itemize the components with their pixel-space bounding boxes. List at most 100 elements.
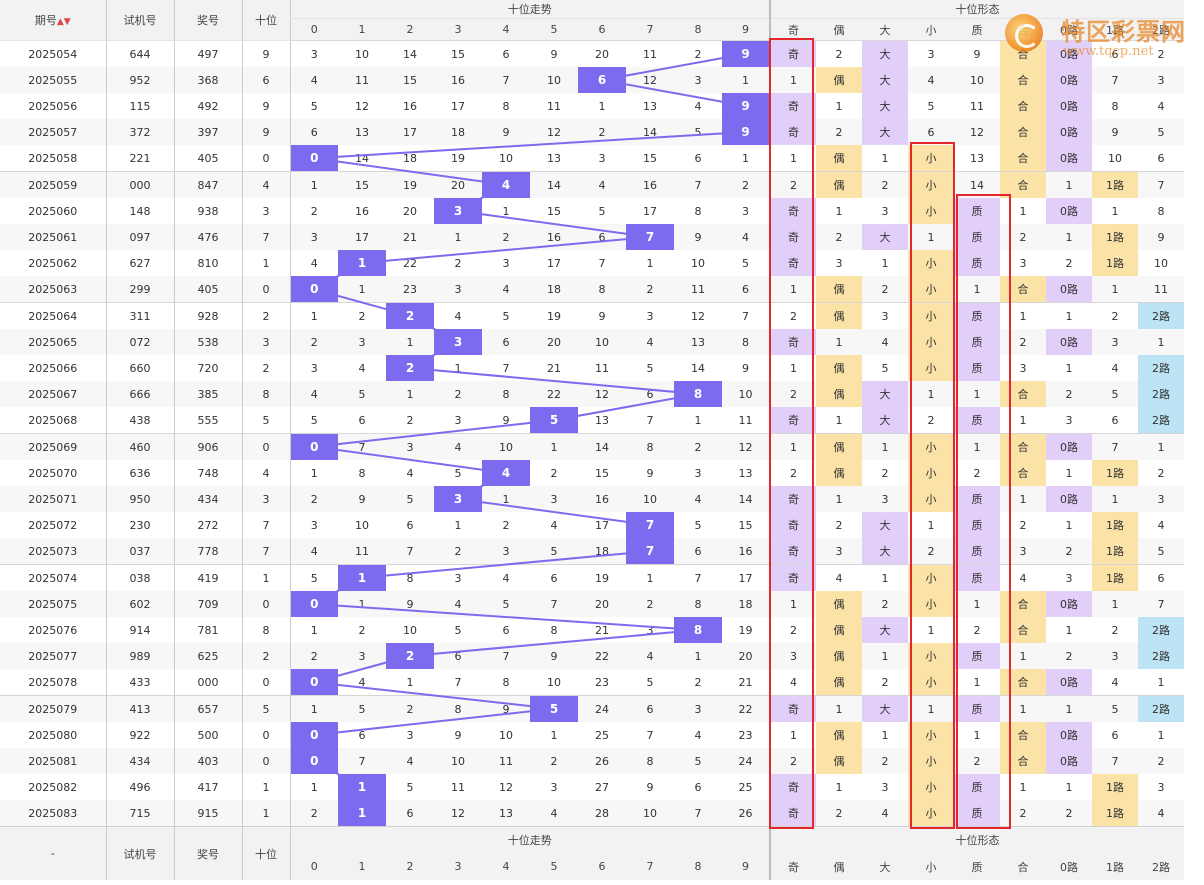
- trend-miss-count: 18: [722, 591, 770, 617]
- trend-hit-ball: 9: [722, 93, 770, 119]
- form-cell: 2: [1046, 381, 1092, 407]
- trend-miss-count: 1: [289, 774, 338, 800]
- form-header-2: 大: [862, 853, 908, 880]
- trial-cell: 715: [105, 800, 174, 827]
- trend-miss-count: 4: [434, 591, 482, 617]
- form-cell: 8: [1157, 204, 1165, 218]
- prize-cell: 928: [173, 302, 242, 329]
- form-cell: 大: [862, 224, 908, 250]
- trend-miss-count: 10: [434, 748, 482, 774]
- form-header-1: 偶: [816, 18, 862, 41]
- form-cell: 2: [769, 748, 816, 774]
- form-cell: 1: [1065, 518, 1073, 532]
- trend-miss-count: 17: [722, 564, 770, 591]
- trend-miss-count: 2: [694, 47, 702, 61]
- form-cell: 1路: [1092, 171, 1138, 198]
- trend-miss-count: 4: [550, 518, 558, 532]
- trend-miss-count: 8: [482, 381, 530, 407]
- trend-miss-count: 1: [289, 302, 338, 329]
- form-cell: 合: [1000, 722, 1046, 748]
- tens-cell: 1: [241, 774, 290, 800]
- trend-miss-count: 4: [289, 538, 338, 565]
- trend-miss-count: 4: [626, 643, 674, 669]
- table-row: 2025080 922 500 0 0 6 3 9 10 1 25 7 4 23 1 偶 1 小 1 合 0路 6 1: [0, 722, 1184, 748]
- trend-miss-count: 11: [595, 361, 609, 375]
- trend-miss-count: 13: [482, 800, 530, 827]
- trial-cell: 636: [105, 460, 174, 486]
- trend-miss-count: 5: [674, 119, 722, 145]
- period-header[interactable]: 期号▲▼: [0, 0, 106, 41]
- trend-miss-count: 3: [289, 355, 338, 381]
- form-cell: 大: [862, 67, 908, 93]
- prize-cell: 538: [173, 329, 242, 355]
- form-cell: 1: [908, 381, 954, 407]
- form-cell: 11: [970, 99, 984, 113]
- trend-miss-count: 14: [626, 119, 674, 145]
- table-row: 2025068 438 555 5 5 6 2 3 9 5 13 7 1 11 奇 1 大 2 质 1 3 6 2路: [0, 407, 1184, 434]
- form-header-0: 奇: [769, 853, 816, 880]
- form-cell: 质: [954, 564, 1000, 591]
- form-cell: 奇: [769, 224, 816, 250]
- tens-cell: 2: [241, 643, 290, 669]
- trend-miss-count: 28: [578, 800, 626, 827]
- digit-header-4: 4: [482, 853, 530, 880]
- trend-miss-count: 14: [578, 433, 626, 460]
- trend-miss-count: 1: [530, 433, 578, 460]
- period-cell: 2025083: [0, 800, 106, 827]
- trial-cell: 950: [105, 486, 174, 512]
- trend-miss-count: 4: [358, 361, 366, 375]
- form-cell: 2: [1111, 623, 1119, 637]
- trial-cell: 148: [105, 198, 174, 224]
- form-cell: 小: [908, 460, 954, 486]
- trend-miss-count: 18: [403, 151, 417, 165]
- trend-miss-count: 7: [338, 433, 386, 460]
- digit-header-0: 0: [289, 18, 338, 41]
- form-cell: 3: [862, 302, 908, 329]
- form-cell: 1路: [1092, 224, 1138, 250]
- form-cell: 3: [862, 486, 908, 512]
- form-cell: 6: [1111, 413, 1119, 427]
- trial-cell: 311: [105, 302, 174, 329]
- trend-hit-ball: 3: [434, 486, 482, 512]
- form-cell: 质: [954, 198, 1000, 224]
- form-cell: 1: [1065, 780, 1073, 794]
- form-cell: 2: [769, 302, 816, 329]
- form-cell: 2: [908, 538, 954, 565]
- sort-arrows-icon[interactable]: ▲▼: [56, 17, 71, 27]
- digit-header-3: 3: [434, 18, 482, 41]
- tens-cell: 6: [241, 67, 290, 93]
- period-cell: 2025062: [28, 256, 78, 270]
- form-cell: 1: [1065, 466, 1073, 480]
- form-cell: 10: [1108, 151, 1122, 165]
- trend-hit-ball: 0: [289, 145, 338, 172]
- trend-miss-count: 2: [434, 381, 482, 407]
- trend-miss-count: 4: [674, 486, 722, 512]
- trend-miss-count: 26: [578, 748, 626, 774]
- trend-miss-count: 12: [626, 67, 674, 93]
- form-cell: 1: [1046, 302, 1092, 329]
- form-cell: 4: [908, 67, 954, 93]
- form-cell: 小: [908, 171, 954, 198]
- form-cell: 2路: [1138, 407, 1184, 434]
- tens-cell: 0: [241, 276, 290, 303]
- period-cell: 2025081: [0, 748, 106, 774]
- prize-cell: 368: [173, 67, 242, 93]
- trial-cell: 037: [105, 538, 174, 565]
- form-cell: 偶: [816, 171, 862, 198]
- form-cell: 3: [1138, 486, 1184, 512]
- period-cell: 2025055: [0, 67, 106, 93]
- form-cell: 小: [908, 145, 954, 172]
- form-cell: 1: [1019, 780, 1027, 794]
- trend-miss-count: 6: [502, 47, 510, 61]
- form-cell: 2: [769, 617, 816, 643]
- trend-hit-ball: 1: [338, 800, 386, 827]
- trial-cell: 627: [105, 250, 174, 276]
- trend-miss-count: 16: [403, 99, 417, 113]
- table-row: 2025059 000 847 4 1 15 19 20 4 14 4 16 7 2 2 偶 2 小 14 合 1 1路 7: [0, 171, 1184, 198]
- table-row: 2025056 115 492 9 5 12 16 17 8 11 1 13 4 9 奇 1 大 5 11 合 0路 8 4: [0, 93, 1184, 119]
- digit-header-9: 9: [722, 853, 770, 880]
- tens-cell: 8: [241, 617, 290, 643]
- trend-miss-count: 5: [694, 518, 702, 532]
- trend-miss-count: 3: [289, 40, 338, 67]
- trend-miss-count: 3: [434, 276, 482, 303]
